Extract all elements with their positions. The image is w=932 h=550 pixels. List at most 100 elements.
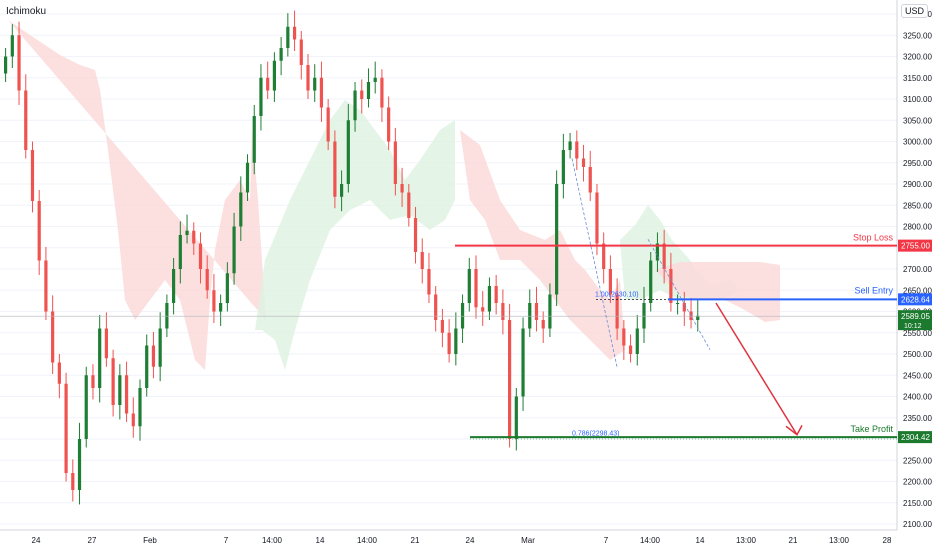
down-arrow-line [715,302,798,436]
candle [286,26,290,48]
candle [98,328,102,388]
y-tick-label: 2150.00 [903,499,932,508]
y-tick-label: 3050.00 [903,116,932,125]
x-tick-label: 13:00 [736,536,757,545]
candle [239,192,243,227]
candle [212,290,216,312]
x-tick-label: 14:00 [262,536,283,545]
candle [44,260,48,312]
candle [165,303,169,329]
candle [333,141,337,197]
candle [366,82,371,99]
candle [104,328,108,359]
stop-loss-label: Stop Loss [853,233,894,243]
y-tick-label: 2350.00 [903,414,932,423]
candle [299,39,303,65]
candle [172,269,176,303]
candle [225,273,229,303]
x-tick-label: 7 [224,536,229,545]
candle [353,90,357,121]
y-tick-label: 2500.00 [903,350,932,359]
candle [434,294,438,320]
y-tick-label: 3150.00 [903,74,932,83]
candle [259,77,263,116]
y-tick-label: 2900.00 [903,180,932,189]
y-tick-label: 2100.00 [903,520,932,529]
current-price-tag [898,310,932,331]
y-tick-label: 3000.00 [903,138,932,147]
candle [346,120,350,184]
candle [682,303,686,312]
candle [158,328,162,367]
candle [37,201,41,261]
candle [635,328,639,354]
candle [319,77,324,108]
candle [245,162,250,193]
x-tick-label: 14:00 [357,536,378,545]
candle [219,303,223,312]
x-tick-label: Mar [521,536,535,545]
candle [460,303,465,329]
candle [407,192,411,218]
stop-loss-price: 2755.00 [901,242,930,251]
candle [602,243,606,269]
candle [57,362,61,384]
candle [669,269,673,303]
candle [487,286,492,312]
y-tick-label: 2550.00 [903,329,932,338]
candle [266,77,270,91]
candle [306,65,310,91]
candle [340,184,344,197]
candle [373,77,377,82]
candle [387,107,391,142]
candle [548,294,552,329]
candle [568,141,572,150]
candle [4,56,8,74]
candle [440,320,444,333]
candle [252,116,256,163]
take-profit-label: Take Profit [850,424,893,434]
candle [474,269,478,308]
fib-annotation: 1.00(2630.10) [595,292,639,299]
x-tick-label: 14 [696,536,705,545]
y-tick-label: 2700.00 [903,265,932,274]
candle [77,439,82,490]
candle [454,328,458,354]
candle [655,243,660,261]
candle [447,332,451,354]
candle [420,252,424,269]
candle [575,141,579,159]
fib-projection [647,239,711,350]
stop-loss-price-tag [898,239,932,252]
y-tick-label: 2200.00 [903,478,932,487]
y-tick-label: 3100.00 [903,95,932,104]
y-tick-label: 3250.00 [903,31,932,40]
x-tick-label: 24 [32,536,41,545]
x-tick-label: Feb [143,536,157,545]
y-tick-label: 2850.00 [903,201,932,210]
candle [111,358,115,405]
candle [84,375,88,439]
candle [272,60,276,91]
x-tick-label: 7 [604,536,609,545]
candle [649,260,653,303]
candle [595,192,599,244]
candle [91,375,95,388]
x-axis: 24 27 Feb 7 14:00 14 14:00 21 24 Mar 7 14:00 14 13:00… [32,536,892,545]
candle [118,375,122,405]
x-tick-label: 28 [883,536,892,545]
candle [413,218,418,252]
candle [313,77,317,91]
indicator-label[interactable]: Ichimoku [6,6,47,17]
candle [30,150,35,201]
x-tick-label: 14 [316,536,325,545]
candle [138,388,142,427]
candle [198,243,203,269]
ichimoku-cloud [255,100,455,370]
candle [151,345,156,367]
candle [615,294,619,329]
candle [205,269,209,291]
ichimoku-cloud [655,262,780,322]
currency-label[interactable]: USD [900,4,928,18]
